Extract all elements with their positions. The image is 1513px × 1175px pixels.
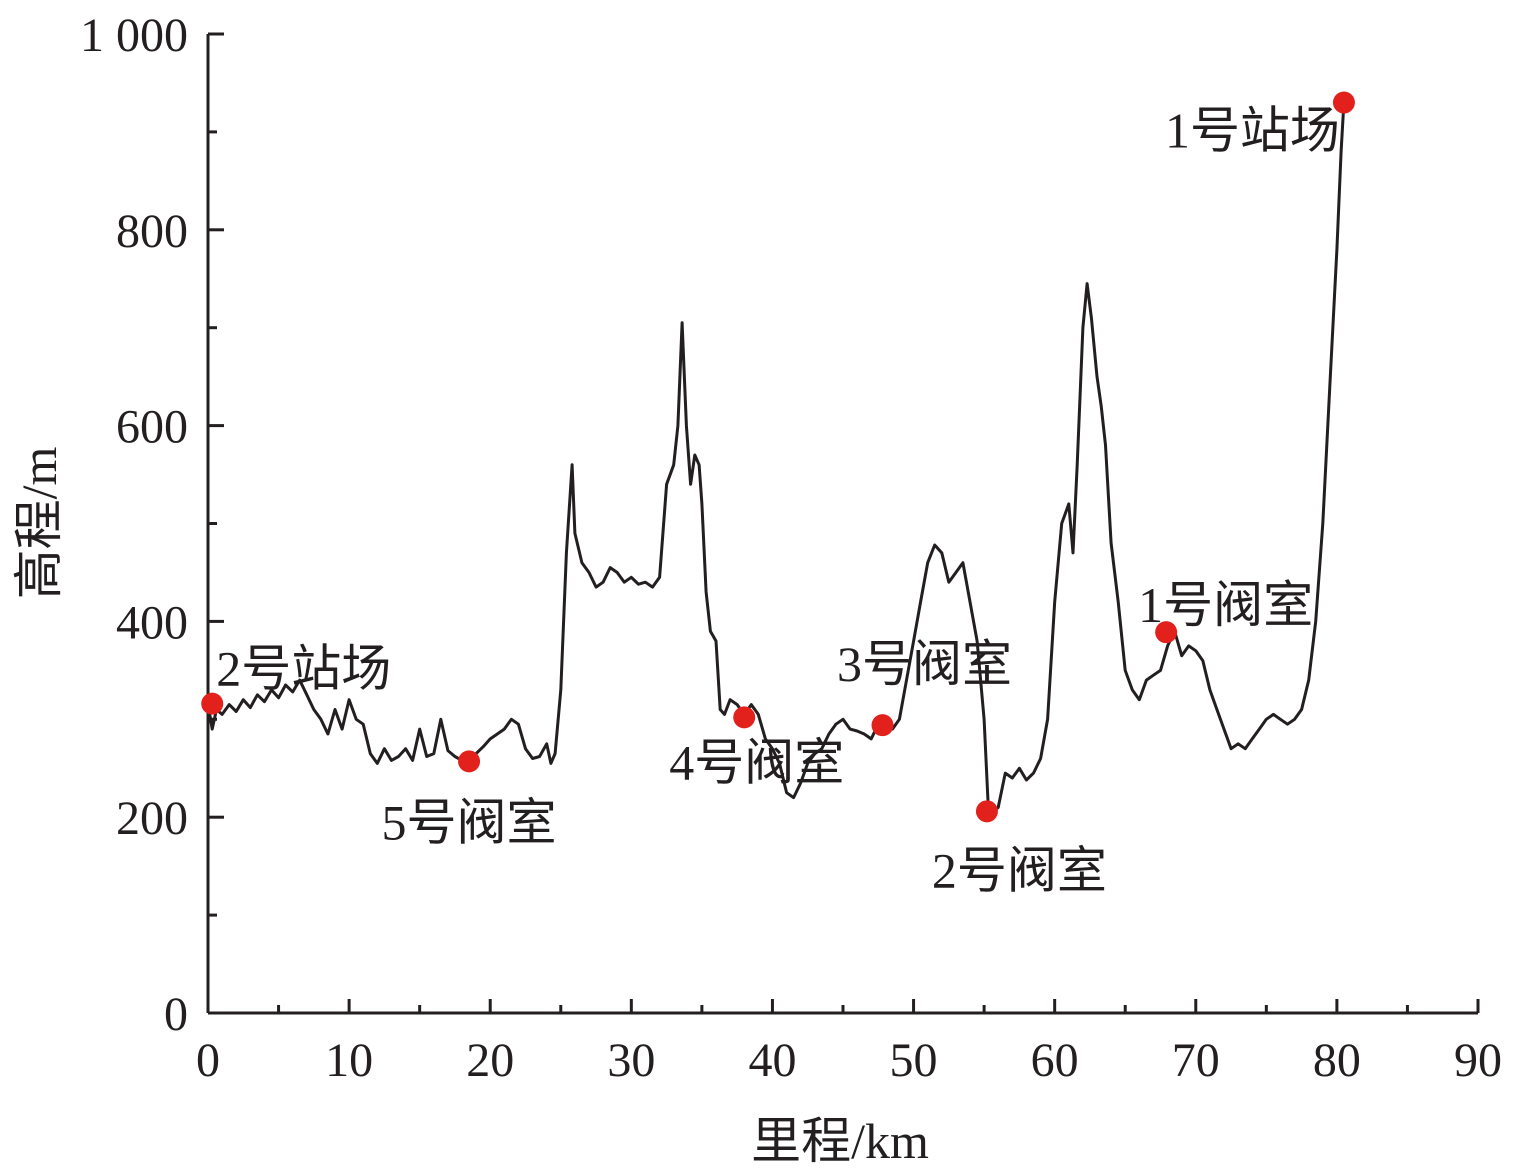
elevation-line (206, 102, 1346, 814)
station-label: 4号阀室 (669, 734, 844, 790)
x-axis-title: 里程/km (751, 1113, 929, 1169)
ticks: 0 10 20 30 40 50 60 70 80 90 0 200 400 600 800 1 000 (80, 9, 1502, 1087)
y-tick-label: 200 (116, 792, 188, 845)
station-label: 1号阀室 (1138, 577, 1313, 633)
station-marker (975, 800, 998, 823)
station-label: 1号站场 (1165, 103, 1340, 159)
y-tick-label: 400 (116, 596, 188, 649)
station-marker (201, 692, 224, 715)
station-label: 2号站场 (216, 641, 391, 697)
y-axis-title: 高程/m (11, 447, 67, 600)
station-label: 2号阀室 (932, 842, 1107, 898)
y-tick-label: 800 (116, 205, 188, 258)
x-tick-label: 0 (196, 1034, 220, 1087)
station-marker (458, 750, 481, 773)
station-marker (733, 706, 756, 729)
x-tick-label: 50 (890, 1034, 938, 1087)
x-tick-label: 40 (748, 1034, 796, 1087)
station-marker (1332, 91, 1355, 114)
station-label: 3号阀室 (837, 636, 1012, 692)
x-tick-label: 90 (1454, 1034, 1502, 1087)
x-tick-label: 80 (1313, 1034, 1361, 1087)
series-group (206, 102, 1346, 814)
x-tick-label: 10 (325, 1034, 373, 1087)
y-tick-label: 0 (164, 988, 188, 1041)
station-marker (1155, 621, 1178, 644)
x-tick-label: 60 (1031, 1034, 1079, 1087)
station-labels: 2号站场 5号阀室 4号阀室 3号阀室 2号阀室 1号阀室 1号站场 (216, 103, 1340, 899)
station-label: 5号阀室 (382, 794, 557, 850)
station-marker (871, 714, 894, 737)
station-markers (201, 91, 1355, 823)
y-tick-label: 1 000 (80, 9, 188, 62)
axes (206, 34, 1478, 1015)
x-tick-label: 30 (607, 1034, 655, 1087)
x-tick-label: 70 (1172, 1034, 1220, 1087)
x-tick-label: 20 (466, 1034, 514, 1087)
y-tick-label: 600 (116, 401, 188, 454)
